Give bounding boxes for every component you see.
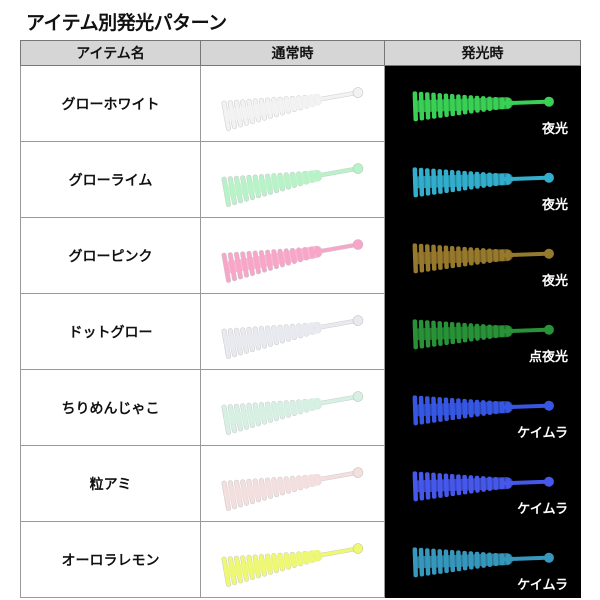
- glow-lure-image: [412, 318, 554, 349]
- item-name: オーロラレモン: [20, 521, 201, 598]
- normal-cell: [200, 293, 385, 370]
- glow-lure-image: [412, 546, 554, 577]
- lure-image: [221, 238, 363, 283]
- header-normal: 通常時: [200, 40, 385, 66]
- normal-cell: [200, 217, 385, 294]
- glow-lure-image: [412, 394, 554, 425]
- lure-image: [221, 86, 363, 131]
- glow-lure-image: [412, 166, 554, 197]
- normal-cell: [200, 65, 385, 142]
- glow-type-label: ケイムラ: [517, 502, 568, 517]
- item-name: ちりめんじゃこ: [20, 369, 201, 446]
- glow-lure-image: [412, 90, 554, 121]
- lure-image: [221, 162, 363, 207]
- item-name: グローピンク: [20, 217, 201, 294]
- header-glow: 発光時: [384, 40, 581, 66]
- glow-type-label: 夜光: [541, 122, 568, 137]
- glow-type-label: 点夜光: [528, 350, 568, 365]
- normal-cell: [200, 369, 385, 446]
- normal-cell: [200, 521, 385, 598]
- lure-image: [221, 390, 363, 435]
- item-name: 粒アミ: [20, 445, 201, 522]
- table-row: ドットグロー点夜光: [20, 293, 581, 370]
- glow-cell: ケイムラ: [384, 369, 581, 446]
- table-row: グローホワイト夜光: [20, 65, 581, 142]
- glow-lure-image: [412, 242, 554, 273]
- normal-cell: [200, 445, 385, 522]
- table-row: グローピンク夜光: [20, 217, 581, 294]
- glow-cell: 夜光: [384, 217, 581, 294]
- glow-pattern-table: アイテム名 通常時 発光時 グローホワイト 夜光 グローライム 夜光 グローピンク 夜光ド…: [20, 40, 581, 598]
- glow-type-label: 夜光: [541, 198, 568, 213]
- table-row: オーロラレモンケイムラ: [20, 521, 581, 598]
- page-title: アイテム別発光パターン: [26, 12, 227, 34]
- item-name: グローホワイト: [20, 65, 201, 142]
- glow-type-label: 夜光: [541, 274, 568, 289]
- table-row: グローライム夜光: [20, 141, 581, 218]
- glow-type-label: ケイムラ: [517, 426, 568, 441]
- item-name: ドットグロー: [20, 293, 201, 370]
- header-item-name: アイテム名: [20, 40, 201, 66]
- lure-image: [221, 542, 363, 587]
- glow-cell: 夜光: [384, 141, 581, 218]
- glow-cell: 夜光: [384, 65, 581, 142]
- lure-image: [221, 466, 363, 511]
- lure-image: [221, 314, 363, 359]
- glow-cell: 点夜光: [384, 293, 581, 370]
- glow-cell: ケイムラ: [384, 521, 581, 598]
- glow-cell: ケイムラ: [384, 445, 581, 522]
- table-row: 粒アミケイムラ: [20, 445, 581, 522]
- glow-lure-image: [412, 470, 554, 501]
- glow-type-label: ケイムラ: [517, 578, 568, 593]
- item-name: グローライム: [20, 141, 201, 218]
- table-row: ちりめんじゃこケイムラ: [20, 369, 581, 446]
- normal-cell: [200, 141, 385, 218]
